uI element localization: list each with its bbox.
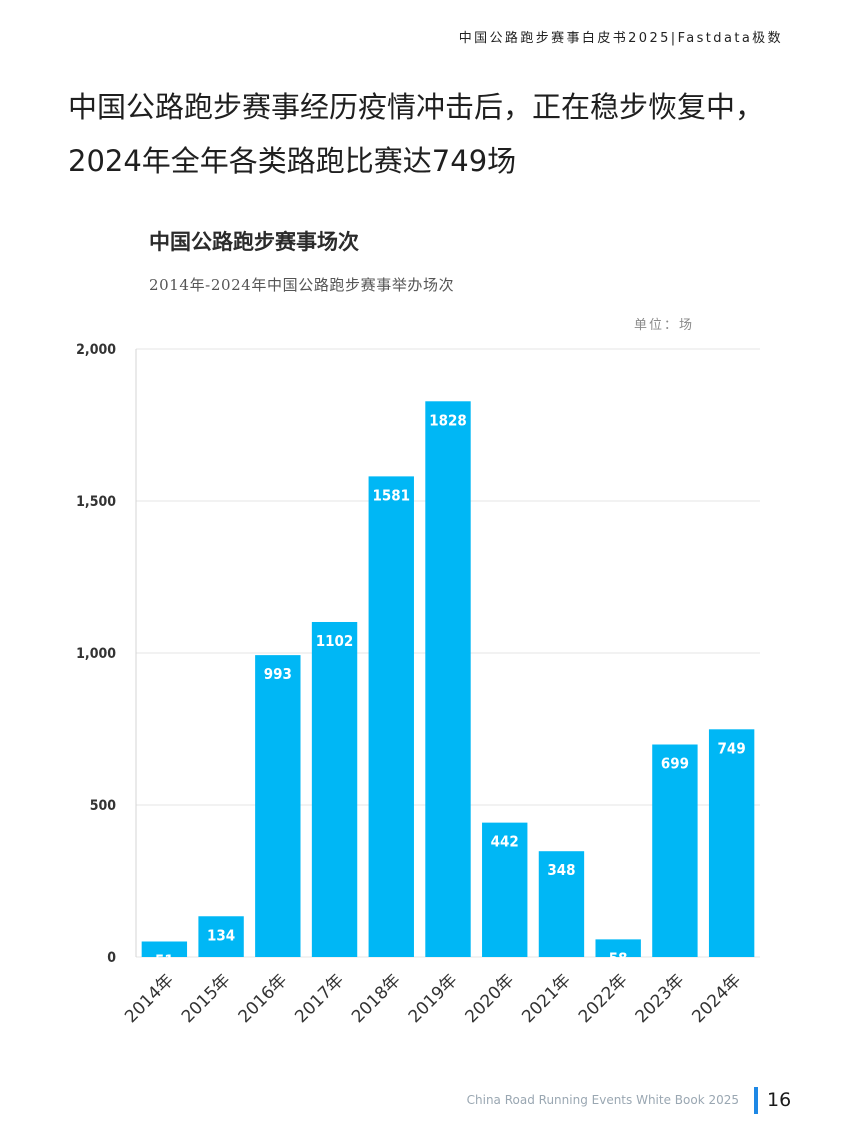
data-label: 749 xyxy=(718,739,746,757)
report-header: 中国公路跑步赛事白皮书2025|Fastdata极数 xyxy=(458,31,783,46)
bar-2016年 xyxy=(255,655,301,957)
bar-2023年 xyxy=(652,744,698,957)
chart-title: 中国公路跑步赛事场次 xyxy=(149,230,359,254)
data-label: 51 xyxy=(155,951,174,969)
x-tick-label: 2022年 xyxy=(575,970,632,1027)
y-tick-label: 500 xyxy=(90,798,117,814)
x-tick-label: 2020年 xyxy=(462,970,519,1027)
x-tick-label: 2021年 xyxy=(518,970,575,1027)
footer-book-title: China Road Running Events White Book 202… xyxy=(466,1093,739,1107)
x-tick-label: 2024年 xyxy=(688,970,745,1027)
data-label: 58 xyxy=(609,949,628,967)
bar-2019年 xyxy=(425,401,471,958)
data-label: 348 xyxy=(547,861,575,879)
footer-accent-bar xyxy=(754,1087,758,1114)
unit-label: 单位：场 xyxy=(634,318,695,333)
x-tick-label: 2017年 xyxy=(291,970,348,1027)
page-number: 16 xyxy=(767,1089,792,1111)
x-tick-label: 2019年 xyxy=(405,970,462,1027)
page-headline: 中国公路跑步赛事经历疫情冲击后，正在稳步恢复中，2024年全年各类路跑比赛达74… xyxy=(68,90,765,178)
x-tick-label: 2016年 xyxy=(235,970,292,1027)
x-tick-label: 2023年 xyxy=(632,970,689,1027)
bar-2021年 xyxy=(538,851,585,957)
bar-2015年 xyxy=(198,916,244,957)
data-label: 1828 xyxy=(429,411,467,429)
bar-2024年 xyxy=(708,729,755,957)
bar-2017年 xyxy=(311,621,358,957)
bar-2020年 xyxy=(482,822,528,957)
bar-2014年 xyxy=(141,941,188,957)
y-tick-label: 0 xyxy=(107,950,116,966)
bar-2018年 xyxy=(368,476,414,957)
y-tick-label: 1,000 xyxy=(76,646,116,662)
data-label: 134 xyxy=(207,926,235,944)
x-tick-label: 2018年 xyxy=(348,970,405,1027)
y-tick-label: 1,500 xyxy=(76,494,116,510)
chart-subtitle: 2014年-2024年中国公路跑步赛事举办场次 xyxy=(149,276,455,294)
data-label: 1581 xyxy=(372,486,410,504)
data-label: 442 xyxy=(491,833,519,851)
x-tick-label: 2014年 xyxy=(121,970,178,1027)
y-tick-label: 2,000 xyxy=(76,342,116,358)
data-label: 699 xyxy=(661,755,689,773)
bar-2022年 xyxy=(595,939,641,957)
data-label: 1102 xyxy=(316,632,354,650)
data-label: 993 xyxy=(264,665,292,683)
x-tick-label: 2015年 xyxy=(178,970,235,1027)
